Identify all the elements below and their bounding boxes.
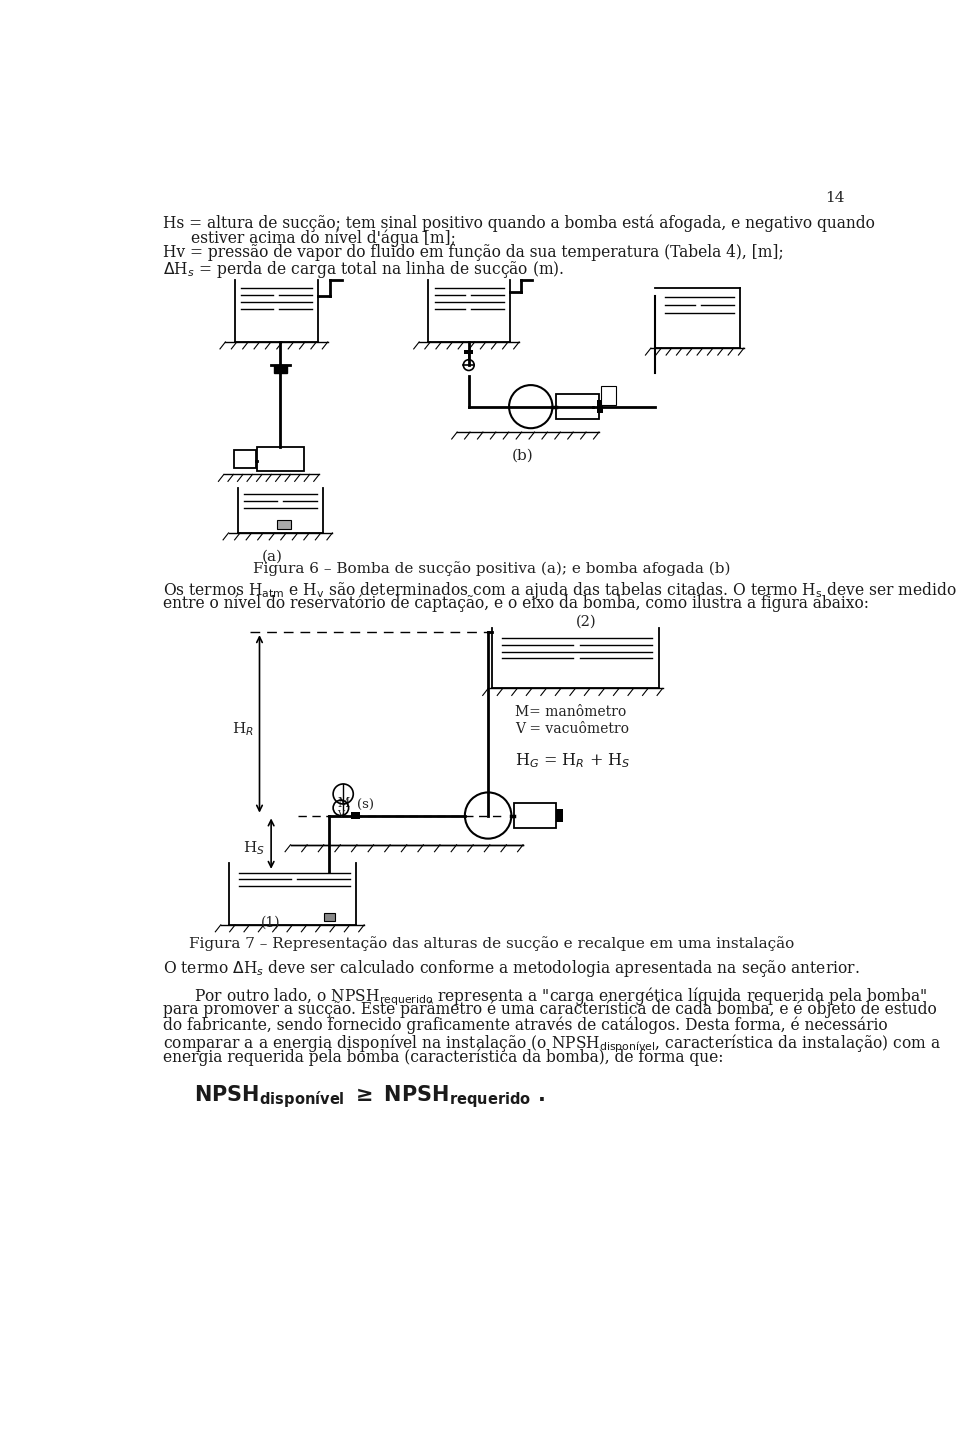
Bar [234,450,255,469]
Text: V: V [337,810,345,820]
Text: (a): (a) [262,550,283,564]
Text: Por outro lado, o NPSH$_{\mathrm{requerido}}$ representa a "carga energética líq: Por outro lado, o NPSH$_{\mathrm{requeri… [194,985,926,1007]
Text: Figura 6 – Bomba de sucção positiva (a); e bomba afogada (b): Figura 6 – Bomba de sucção positiva (a);… [253,560,731,576]
Bar [351,811,360,820]
Text: 14: 14 [826,192,845,205]
Bar [257,447,303,470]
Text: M= manômetro: M= manômetro [516,705,627,720]
Text: do fabricante, sendo fornecido graficamente através de catálogos. Desta forma, é: do fabricante, sendo fornecido graficame… [162,1017,887,1035]
Text: Hs = altura de sucção; tem sinal positivo quando a bomba está afogada, e negativ: Hs = altura de sucção; tem sinal positiv… [162,215,875,232]
Text: V = vacuômetro: V = vacuômetro [516,723,629,736]
Bar [557,810,563,821]
Text: energia requerida pela bomba (característica da bomba), de forma que:: energia requerida pela bomba (caracterís… [162,1048,723,1065]
Text: (b): (b) [512,448,534,463]
Bar [557,395,599,419]
Text: Os termos H$_{\mathrm{atm}}$ e H$_{\mathrm{v}}$ são determinados com a ajuda das: Os termos H$_{\mathrm{atm}}$ e H$_{\math… [162,580,957,601]
Bar [601,386,616,405]
Bar [514,804,557,829]
Text: para promover a sucção. Este parâmetro é uma característica de cada bomba, e é o: para promover a sucção. Este parâmetro é… [162,1001,936,1019]
Text: (1): (1) [261,916,281,930]
Text: Figura 7 – Representação das alturas de sucção e recalque em uma instalação: Figura 7 – Representação das alturas de … [189,936,795,952]
Text: Hv = pressão de vapor do fluido em função da sua temperatura (Tabela 4), [m];: Hv = pressão de vapor do fluido em funçã… [162,244,783,261]
Bar [464,350,473,354]
Text: (s): (s) [357,798,374,811]
Bar [275,366,287,373]
Text: H$_G$ = H$_R$ + H$_S$: H$_G$ = H$_R$ + H$_S$ [516,752,631,770]
Text: M: M [337,797,349,810]
Bar [277,519,291,530]
Bar [596,400,603,414]
Text: estiver acima do nível d'água [m];: estiver acima do nível d'água [m]; [190,229,455,247]
Text: $\Delta$H$_s$ = perda de carga total na linha de sucção (m).: $\Delta$H$_s$ = perda de carga total na … [162,260,564,280]
Text: H$_S$: H$_S$ [243,840,265,858]
Text: $\mathbf{NPSH_{disponível}\ \geq\ NPSH_{requerido}\ .}$: $\mathbf{NPSH_{disponível}\ \geq\ NPSH_{… [194,1082,544,1110]
Text: comparar a a energia disponível na instalação (o NPSH$_{\mathrm{disponível}}$, c: comparar a a energia disponível na insta… [162,1032,941,1055]
Text: (2): (2) [576,615,597,628]
Text: H$_R$: H$_R$ [231,720,253,737]
Text: entre o nível do reservatório de captação, e o eixo da bomba, como ilustra a fig: entre o nível do reservatório de captaçã… [162,595,869,612]
Bar [324,913,335,921]
Text: O termo $\Delta$H$_s$ deve ser calculado conforme a metodologia apresentada na s: O termo $\Delta$H$_s$ deve ser calculado… [162,958,859,979]
